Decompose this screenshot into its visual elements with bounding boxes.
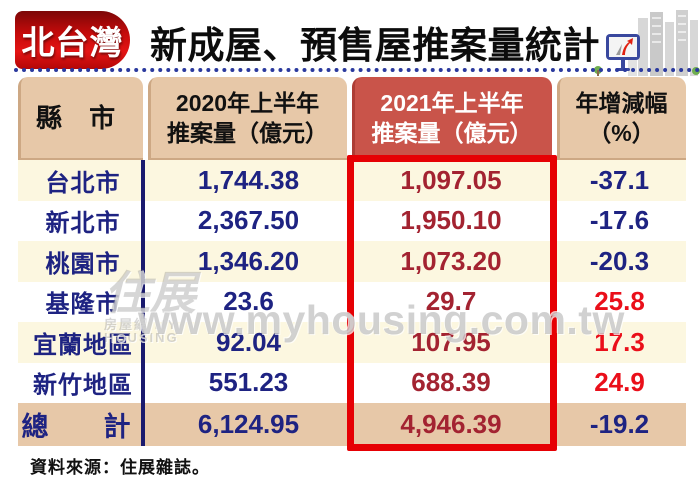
table-total-row: 總 計 6,124.95 4,946.39 -19.2 <box>18 403 686 446</box>
column-header-label: 2020年上半年 <box>175 89 320 116</box>
column-header-2021-highlighted: 2021年上半年 推案量（億元） <box>352 77 552 160</box>
column-header-label: 2021年上半年 <box>380 89 524 116</box>
total-change-value: -19.2 <box>589 409 650 439</box>
row-2021-value: 1,950.10 <box>400 205 502 236</box>
column-divider-line <box>141 160 145 446</box>
table-row: 新竹地區 551.23 688.39 24.9 <box>18 363 686 404</box>
column-header-label: 年增減幅 <box>575 89 668 116</box>
row-2021-value: 107.95 <box>411 326 491 357</box>
total-2020-value: 6,124.95 <box>197 409 300 439</box>
row-2021-value: 688.39 <box>411 367 491 398</box>
row-2021-value: 1,073.20 <box>400 245 502 276</box>
column-header-2020: 2020年上半年 推案量（億元） <box>148 77 347 160</box>
table-row: 宜蘭地區 92.04 107.95 17.3 <box>18 322 686 363</box>
page-title: 新成屋、預售屋推案量統計 <box>150 25 600 66</box>
row-county: 宜蘭地區 <box>33 331 133 359</box>
column-header-change: 年增減幅 （%） <box>557 77 686 160</box>
column-header-label: 推案量（億元） <box>371 119 533 146</box>
row-change-value: -20.3 <box>589 245 650 276</box>
row-2020-value: 551.23 <box>208 367 289 398</box>
row-2021-value: 29.7 <box>425 286 477 317</box>
column-header-label: （%） <box>588 119 655 146</box>
source-note: 資料來源：住展雜誌。 <box>30 458 210 477</box>
row-change-value: -37.1 <box>589 164 650 195</box>
row-change-value: 25.8 <box>594 286 645 317</box>
up-arrow-icon <box>606 34 640 71</box>
row-2020-value: 1,744.38 <box>197 164 300 195</box>
total-label: 總 計 <box>21 412 145 442</box>
column-header-label: 推案量（億元） <box>167 119 328 146</box>
row-county: 桃園市 <box>45 250 121 278</box>
region-badge: 北台灣 <box>15 11 130 69</box>
row-2020-value: 2,367.50 <box>197 205 300 236</box>
table-body: 台北市 1,744.38 1,097.05 -37.1 新北市 2,367.50… <box>18 160 686 446</box>
row-change-value: 17.3 <box>594 326 645 357</box>
total-2021-value: 4,946.39 <box>400 409 502 439</box>
table-row: 台北市 1,744.38 1,097.05 -37.1 <box>18 160 686 201</box>
row-change-value: 24.9 <box>594 367 645 398</box>
row-change-value: -17.6 <box>589 205 650 236</box>
table-row: 桃園市 1,346.20 1,073.20 -20.3 <box>18 241 686 282</box>
row-2020-value: 1,346.20 <box>197 245 300 276</box>
column-header-label: 縣 市 <box>35 102 126 133</box>
row-2020-value: 92.04 <box>215 326 282 357</box>
column-header-county: 縣 市 <box>18 77 143 160</box>
row-county: 台北市 <box>45 169 121 197</box>
table-row: 基隆市 23.6 29.7 25.8 <box>18 282 686 323</box>
row-county: 新北市 <box>45 210 121 238</box>
table-row: 新北市 2,367.50 1,950.10 -17.6 <box>18 201 686 242</box>
row-county: 基隆市 <box>45 291 121 319</box>
row-2021-value: 1,097.05 <box>400 164 502 195</box>
row-2020-value: 23.6 <box>223 286 274 317</box>
divider-dotted-line <box>14 68 700 72</box>
row-county: 新竹地區 <box>33 372 133 400</box>
